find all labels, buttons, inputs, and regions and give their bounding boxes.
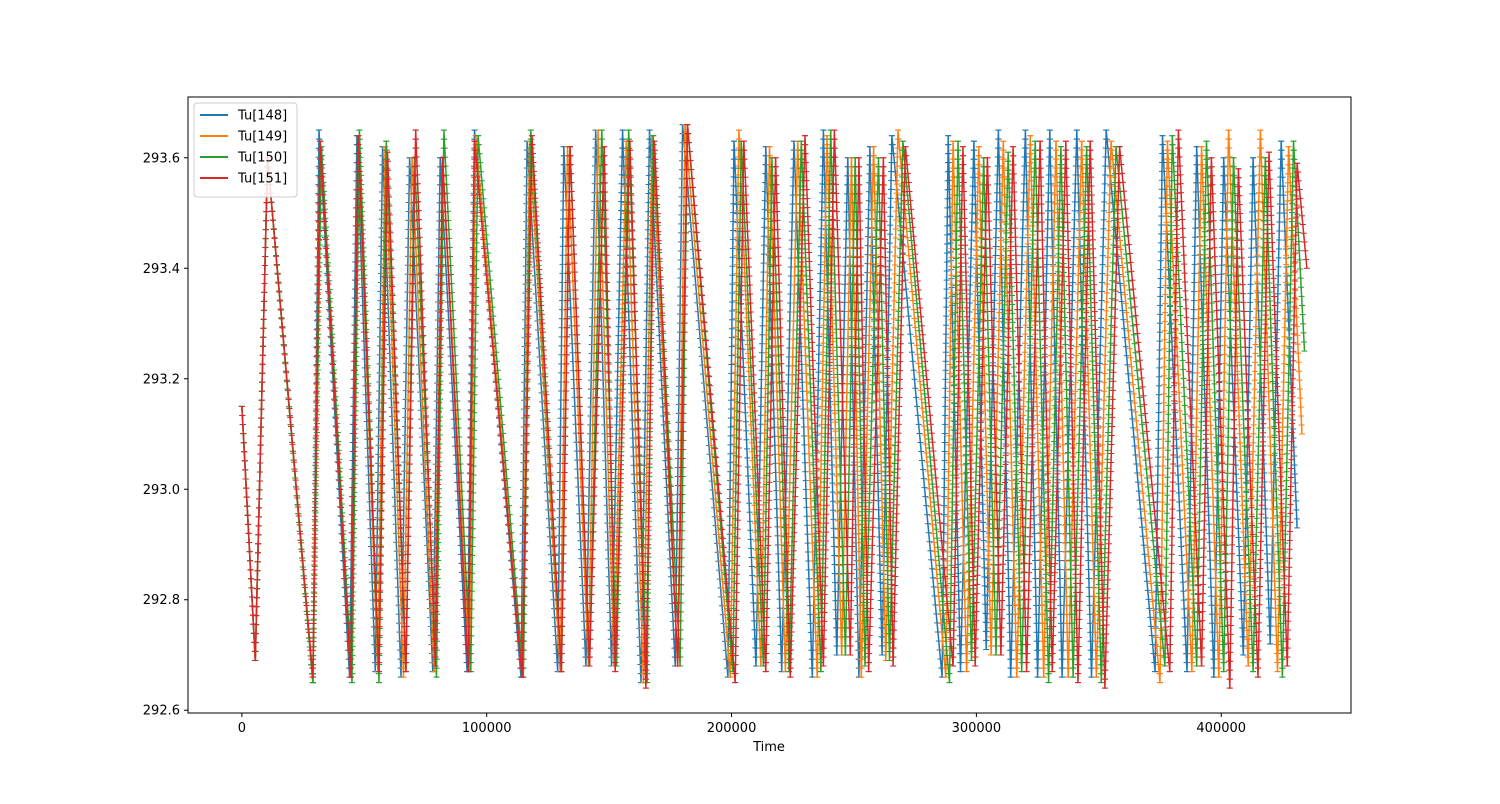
series-line — [242, 125, 1302, 683]
series-layer — [239, 125, 1310, 689]
